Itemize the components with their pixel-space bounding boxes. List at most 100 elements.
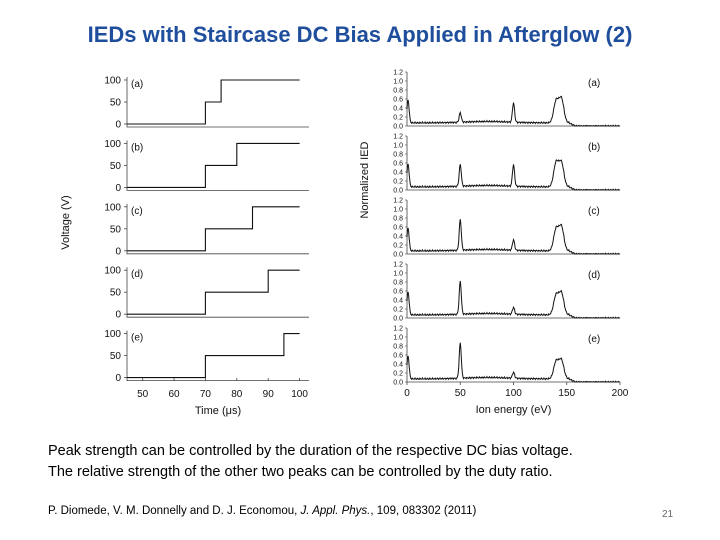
ied-trace — [406, 219, 620, 255]
ied-trace — [406, 95, 620, 127]
slide-title: IEDs with Staircase DC Bias Applied in A… — [87, 22, 633, 47]
ied-y-tick-label: 1.2 — [393, 262, 403, 269]
voltage-y-tick-label: 50 — [110, 351, 122, 362]
ied-y-tick-label: 1.0 — [393, 335, 403, 342]
voltage-panel-frame — [126, 140, 309, 191]
voltage-x-tick-label: 100 — [291, 389, 308, 400]
voltage-panel-frame — [126, 267, 309, 318]
voltage-y-axis-label: Voltage (V) — [60, 195, 72, 249]
ied-y-axis-label: Normalized IED — [359, 141, 371, 218]
citation: P. Diomede, V. M. Donnelly and D. J. Eco… — [48, 505, 476, 517]
ied-y-tick-label: 0.6 — [393, 97, 403, 104]
voltage-panel-label: (e) — [131, 333, 143, 344]
voltage-x-tick-label: 60 — [169, 389, 181, 400]
voltage-step-trace — [127, 79, 300, 125]
voltage-y-tick-label: 0 — [115, 120, 121, 131]
voltage-step-trace — [127, 333, 300, 379]
voltage-panel-label: (c) — [131, 206, 143, 217]
ied-y-tick-label: 0.8 — [393, 152, 403, 159]
citation-journal: J. Appl. Phys. — [300, 505, 371, 517]
ied-x-tick-label: 150 — [558, 388, 575, 399]
ied-y-tick-label: 0.2 — [393, 115, 403, 122]
ied-y-tick-label: 0.8 — [393, 216, 403, 223]
ied-y-tick-label: 0.2 — [393, 243, 403, 250]
voltage-y-tick-label: 50 — [110, 161, 122, 172]
voltage-panel-label: (b) — [131, 142, 143, 153]
voltage-panel-frame — [126, 203, 309, 255]
voltage-y-tick-label: 100 — [104, 202, 121, 213]
voltage-y-tick-label: 100 — [104, 266, 121, 277]
ied-y-tick-label: 0.0 — [393, 380, 403, 387]
ied-panel-label: (d) — [588, 270, 600, 281]
ied-trace — [406, 342, 620, 383]
caption: Peak strength can be controlled by the d… — [48, 441, 688, 483]
ied-y-tick-label: 0.0 — [393, 252, 403, 259]
ied-y-tick-label: 0.0 — [393, 124, 403, 131]
ied-y-tick-label: 0.6 — [393, 353, 403, 360]
ied-x-tick-label: 0 — [404, 388, 410, 399]
ied-y-tick-label: 0.0 — [393, 316, 403, 323]
voltage-y-tick-label: 0 — [115, 183, 121, 194]
ied-y-tick-label: 1.0 — [393, 79, 403, 86]
ied-y-tick-label: 0.4 — [393, 298, 403, 305]
ied-y-tick-label: 1.0 — [393, 143, 403, 150]
ied-y-tick-label: 1.0 — [393, 207, 403, 214]
ied-y-tick-label: 0.6 — [393, 289, 403, 296]
figure: 0 50 100 (a) 0 50 100 (b) 0 50 100 (c) 0 50 100 (d) 0 50 1… — [60, 70, 629, 418]
ied-panel-label: (e) — [588, 334, 600, 345]
voltage-panel-frame — [126, 77, 309, 128]
ied-y-tick-label: 1.2 — [393, 70, 403, 77]
voltage-panel-label: (d) — [131, 269, 143, 280]
ied-x-axis-label: Ion energy (eV) — [476, 404, 552, 416]
ied-y-tick-label: 0.8 — [393, 344, 403, 351]
voltage-x-tick-label: 90 — [263, 389, 275, 400]
ied-y-tick-label: 0.0 — [393, 188, 403, 195]
ied-y-tick-label: 1.2 — [393, 198, 403, 205]
voltage-step-trace — [127, 206, 300, 252]
ied-y-tick-label: 0.2 — [393, 371, 403, 378]
voltage-panel-label: (a) — [131, 79, 143, 90]
voltage-y-tick-label: 50 — [110, 224, 122, 235]
ied-y-tick-label: 1.0 — [393, 271, 403, 278]
citation-details: , 109, 083302 (2011) — [370, 505, 477, 517]
voltage-panel-frame — [126, 330, 309, 381]
page-number: 21 — [662, 509, 674, 520]
voltage-y-tick-label: 0 — [115, 373, 121, 384]
voltage-x-axis-label: Time (μs) — [195, 405, 241, 417]
voltage-y-tick-label: 50 — [110, 98, 122, 109]
ied-y-tick-label: 0.8 — [393, 88, 403, 95]
ied-y-tick-label: 0.2 — [393, 179, 403, 186]
voltage-y-tick-label: 100 — [104, 76, 121, 87]
ied-trace — [406, 280, 620, 319]
ied-y-tick-label: 0.8 — [393, 280, 403, 287]
ied-trace — [406, 159, 620, 191]
ied-y-tick-label: 1.2 — [393, 134, 403, 141]
caption-line-2: The relative strength of the other two p… — [48, 464, 553, 480]
voltage-y-tick-label: 50 — [110, 288, 122, 299]
voltage-y-tick-label: 0 — [115, 310, 121, 321]
ied-y-tick-label: 0.6 — [393, 161, 403, 168]
ied-y-tick-label: 0.4 — [393, 170, 403, 177]
ied-x-tick-label: 200 — [612, 388, 629, 399]
ied-y-tick-label: 0.4 — [393, 234, 403, 241]
voltage-x-tick-label: 80 — [231, 389, 243, 400]
citation-authors: P. Diomede, V. M. Donnelly and D. J. Eco… — [48, 505, 301, 517]
ied-panel-label: (a) — [588, 78, 600, 89]
voltage-step-trace — [127, 142, 300, 188]
ied-y-tick-label: 0.6 — [393, 225, 403, 232]
ied-y-tick-label: 1.2 — [393, 326, 403, 333]
ied-x-tick-label: 100 — [505, 388, 522, 399]
ied-y-tick-label: 0.2 — [393, 307, 403, 314]
ied-panel-label: (b) — [588, 142, 600, 153]
caption-line-1: Peak strength can be controlled by the d… — [48, 443, 573, 459]
ied-x-tick-label: 50 — [455, 388, 467, 399]
ied-y-tick-label: 0.4 — [393, 106, 403, 113]
voltage-y-tick-label: 0 — [115, 246, 121, 257]
voltage-x-tick-label: 70 — [200, 389, 212, 400]
voltage-step-trace — [127, 269, 300, 315]
ied-y-tick-label: 0.4 — [393, 362, 403, 369]
voltage-x-tick-label: 50 — [137, 389, 149, 400]
voltage-y-tick-label: 100 — [104, 139, 121, 150]
ied-panel-label: (c) — [588, 206, 600, 217]
voltage-y-tick-label: 100 — [104, 329, 121, 340]
